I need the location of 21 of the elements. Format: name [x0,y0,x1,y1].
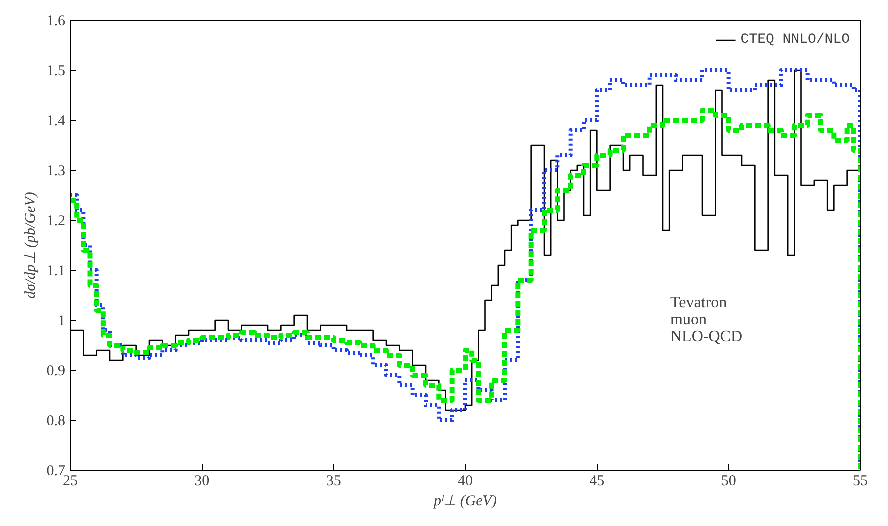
y-tick-label: 1.3 [46,164,66,180]
y-tick-label: 1.6 [46,14,66,30]
y-axis-title: dσ/dp⊥ (pb/GeV) [22,192,39,299]
y-tick-label: 1 [58,314,66,330]
y-tick-label: 0.9 [46,364,66,380]
x-tick-label: 30 [194,474,210,490]
y-tick-label: 0.7 [46,464,66,480]
y-tick-label: 1.1 [46,264,66,280]
x-tick-label: 25 [63,474,78,490]
x-axis-title: pˡ⊥ (GeV) [433,494,497,510]
x-tick-label: 50 [721,474,736,490]
y-tick-label: 1.4 [46,114,66,130]
x-tick-label: 45 [590,474,605,490]
y-tick-label: 1.2 [46,214,66,230]
y-tick-label: 1.5 [46,64,66,80]
x-tick-label: 40 [458,474,473,490]
annotation: Tevatron muon NLO-QCD [670,294,742,346]
x-tick-label: 55 [853,474,868,490]
legend-label: CTEQ NNLO/NLO [740,32,850,48]
x-tick-label: 35 [326,474,342,490]
y-tick-label: 0.8 [46,414,66,430]
